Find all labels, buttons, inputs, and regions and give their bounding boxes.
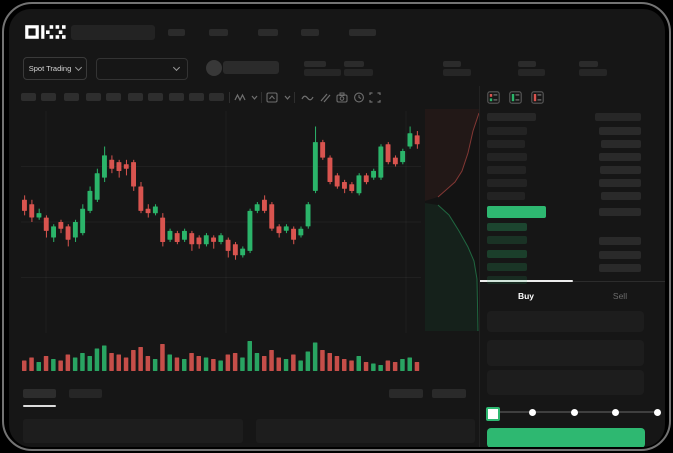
bottom-tab-2[interactable] bbox=[69, 389, 102, 398]
bottom-action-2[interactable] bbox=[432, 389, 466, 398]
timeframe-button-1[interactable] bbox=[21, 93, 36, 101]
ask-row-price[interactable] bbox=[487, 192, 525, 200]
bid-row-amount[interactable] bbox=[599, 263, 641, 272]
chevron-down-icon bbox=[75, 63, 83, 72]
orderbook-header-price bbox=[487, 113, 536, 121]
last-price-highlight bbox=[487, 206, 546, 218]
nav-item-2[interactable] bbox=[209, 29, 228, 36]
buy-tab-indicator bbox=[479, 280, 573, 282]
nav-item-1[interactable] bbox=[168, 29, 185, 36]
pair-name-placeholder bbox=[223, 61, 279, 74]
price-field[interactable] bbox=[487, 340, 644, 366]
timeframe-button-4[interactable] bbox=[86, 93, 101, 101]
timeframe-button-8[interactable] bbox=[169, 93, 184, 101]
timeframe-button-10[interactable] bbox=[209, 93, 224, 101]
stat-label-3 bbox=[443, 61, 461, 67]
chart-style-chevron-icon[interactable] bbox=[251, 95, 258, 100]
drawing-tools-icon[interactable] bbox=[319, 92, 331, 103]
bottom-panel-right bbox=[256, 419, 475, 443]
bid-row-amount[interactable] bbox=[599, 250, 641, 259]
orderbook-header-amount bbox=[595, 113, 641, 121]
slider-stop-100[interactable] bbox=[653, 408, 661, 416]
stat-value-4 bbox=[518, 69, 545, 76]
bottom-tab-active-underline bbox=[23, 405, 56, 407]
timeframe-button-6[interactable] bbox=[128, 93, 143, 101]
camera-icon[interactable] bbox=[336, 92, 348, 103]
stat-label-4 bbox=[518, 61, 536, 67]
coin-avatar bbox=[206, 60, 222, 76]
timeframe-button-3[interactable] bbox=[64, 93, 79, 101]
slider-handle-active[interactable] bbox=[486, 407, 500, 421]
ask-row-price[interactable] bbox=[487, 179, 527, 187]
right-panel-divider bbox=[479, 86, 480, 447]
global-search-input[interactable] bbox=[71, 25, 155, 40]
chevron-down-icon bbox=[172, 63, 181, 72]
okx-app-window: Spot Trading Buy Sell bbox=[9, 9, 665, 447]
fullscreen-icon[interactable] bbox=[369, 92, 381, 103]
indicators-chevron-icon[interactable] bbox=[284, 95, 291, 100]
timeframe-button-9[interactable] bbox=[189, 93, 204, 101]
ask-row-price[interactable] bbox=[487, 166, 526, 174]
bid-row-price[interactable] bbox=[487, 236, 527, 245]
stat-label-1 bbox=[304, 61, 326, 67]
pair-dropdown[interactable] bbox=[96, 58, 188, 80]
candlestick-chart[interactable] bbox=[21, 111, 421, 333]
volume-chart bbox=[21, 339, 421, 371]
orderbook-mode-bids-icon[interactable] bbox=[509, 91, 522, 104]
chart-style-icon[interactable] bbox=[234, 93, 247, 102]
slider-stop-50[interactable] bbox=[570, 408, 578, 416]
timeframe-button-7[interactable] bbox=[148, 93, 163, 101]
ask-row-price[interactable] bbox=[487, 140, 525, 148]
stat-value-2 bbox=[344, 69, 373, 76]
slider-stop-75[interactable] bbox=[612, 408, 619, 416]
ask-row-amount[interactable] bbox=[601, 192, 641, 200]
market-type-label: Spot Trading bbox=[28, 64, 72, 73]
ask-row-amount[interactable] bbox=[599, 127, 641, 135]
clock-icon[interactable] bbox=[353, 92, 365, 103]
bottom-tab-1[interactable] bbox=[23, 389, 56, 398]
slider-stop-25[interactable] bbox=[529, 408, 536, 416]
nav-item-5[interactable] bbox=[349, 29, 376, 36]
ask-row-amount[interactable] bbox=[601, 140, 641, 148]
timeframe-button-5[interactable] bbox=[106, 93, 121, 101]
okx-logo bbox=[25, 24, 67, 40]
indicators-icon[interactable] bbox=[266, 92, 278, 103]
depth-chart bbox=[425, 109, 479, 331]
tab-sell[interactable]: Sell bbox=[612, 291, 628, 301]
stat-label-2 bbox=[344, 61, 364, 67]
ask-row-amount[interactable] bbox=[599, 179, 641, 187]
orderbook-mode-combined-icon[interactable] bbox=[487, 91, 500, 104]
ask-row-price[interactable] bbox=[487, 127, 527, 135]
market-type-selector[interactable]: Spot Trading bbox=[23, 57, 87, 80]
toolbar-divider-1 bbox=[229, 92, 230, 103]
bottom-action-1[interactable] bbox=[389, 389, 423, 398]
tab-buy[interactable]: Buy bbox=[517, 291, 535, 301]
nav-item-4[interactable] bbox=[301, 29, 319, 36]
toolbar-divider-3 bbox=[294, 92, 295, 103]
timeframe-button-2[interactable] bbox=[41, 93, 56, 101]
line-tool-icon[interactable] bbox=[301, 93, 314, 102]
stat-label-5 bbox=[579, 61, 598, 67]
stat-value-3 bbox=[443, 69, 471, 76]
order-type-field[interactable] bbox=[487, 311, 644, 332]
amount-field[interactable] bbox=[487, 370, 644, 395]
orderbook-mode-asks-icon[interactable] bbox=[531, 91, 544, 104]
nav-item-3[interactable] bbox=[258, 29, 278, 36]
stat-value-1 bbox=[304, 69, 341, 76]
bid-row-price[interactable] bbox=[487, 249, 527, 258]
stat-value-5 bbox=[579, 69, 607, 76]
ask-row-amount[interactable] bbox=[599, 153, 641, 161]
bid-row-price[interactable] bbox=[487, 276, 527, 285]
ask-row-amount[interactable] bbox=[600, 166, 641, 174]
buy-submit-button[interactable] bbox=[487, 428, 645, 447]
bottom-panel-left bbox=[23, 419, 243, 443]
ask-row-price[interactable] bbox=[487, 153, 527, 161]
last-price-row-amount[interactable] bbox=[599, 208, 641, 216]
bid-row-price[interactable] bbox=[487, 262, 527, 271]
toolbar-divider-2 bbox=[261, 92, 262, 103]
bid-row-amount[interactable] bbox=[599, 237, 641, 246]
bid-row-price[interactable] bbox=[487, 223, 527, 231]
